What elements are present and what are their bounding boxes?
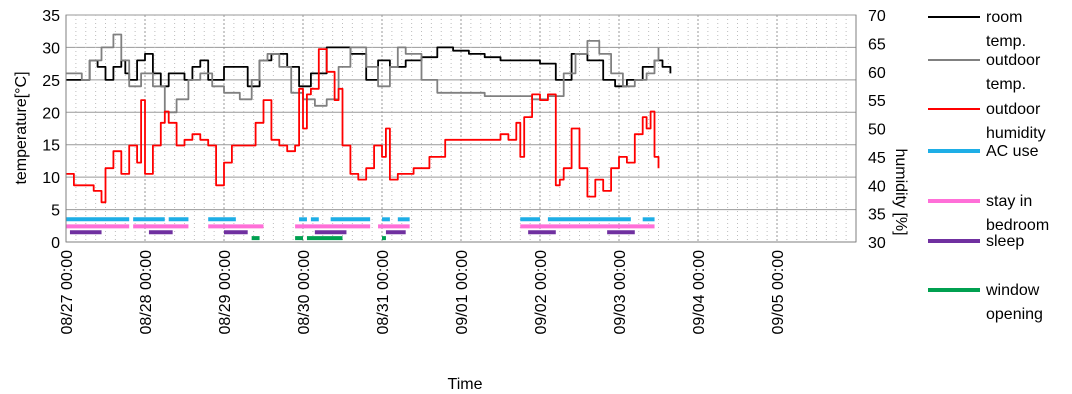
- y-tick-label-left: 0: [51, 235, 60, 252]
- y-tick-label-right: 40: [868, 178, 886, 195]
- legend-label: outdoor temp.: [986, 52, 1041, 93]
- y-tick-label-left: 30: [42, 40, 60, 57]
- legend-label-line: sleep: [986, 233, 1024, 250]
- legend-label-line: outdoor: [986, 52, 1041, 69]
- y-tick-label-left: 35: [42, 8, 60, 25]
- legend-label: outdoor humidity: [986, 101, 1046, 142]
- x-tick-label: 09/02 00:00: [533, 250, 550, 335]
- x-tick-label: 09/03 00:00: [612, 250, 629, 335]
- x-axis-title: Time: [448, 376, 483, 393]
- legend-label-line: bedroom: [986, 217, 1049, 234]
- y-tick-label-right: 30: [868, 235, 886, 252]
- legend-label: sleep: [986, 233, 1024, 250]
- x-tick-label: 08/30 00:00: [296, 250, 313, 335]
- x-tick-label: 09/04 00:00: [691, 250, 708, 335]
- x-tick-label: 08/31 00:00: [375, 250, 392, 335]
- legend-label: room temp.: [986, 9, 1026, 50]
- y-axis-title-right: humidity [%]: [892, 148, 909, 235]
- y-tick-label-right: 70: [868, 8, 886, 25]
- axes: 0 5 10 15 20 25 30 35 30 35 40 45 50 55 60 65 70 08/27 00…: [42, 8, 886, 335]
- y-tick-label-left: 15: [42, 138, 60, 155]
- x-tick-label: 08/27 00:00: [59, 250, 76, 335]
- legend-label-line: outdoor: [986, 101, 1041, 118]
- x-tick-label: 08/29 00:00: [217, 250, 234, 335]
- y-tick-label-left: 25: [42, 73, 60, 90]
- series-outdoor-humidity-line: [66, 48, 660, 204]
- legend-label-line: temp.: [986, 76, 1026, 93]
- legend-label-line: AC use: [986, 143, 1039, 160]
- y-tick-label-right: 45: [868, 150, 886, 167]
- grid: [65, 14, 857, 243]
- y-tick-label-right: 35: [868, 207, 886, 224]
- y-tick-label-left: 10: [42, 170, 60, 187]
- legend-label-line: room: [986, 9, 1022, 26]
- y-axis-title-left: temperature[°C]: [13, 71, 30, 184]
- y-tick-label-right: 55: [868, 93, 886, 110]
- x-tick-label: 08/28 00:00: [138, 250, 155, 335]
- x-tick-label: 09/05 00:00: [770, 250, 787, 335]
- y-tick-label-left: 20: [42, 105, 60, 122]
- y-tick-label-right: 65: [868, 36, 886, 53]
- x-tick-label: 09/01 00:00: [454, 250, 471, 335]
- y-tick-label-left: 5: [51, 203, 60, 220]
- y-tick-label-right: 60: [868, 65, 886, 82]
- legend-label-line: opening: [986, 306, 1043, 323]
- series-layer: [66, 33, 672, 241]
- legend-label-line: window: [985, 282, 1040, 299]
- y-tick-label-right: 50: [868, 122, 886, 139]
- legend-label-line: temp.: [986, 33, 1026, 50]
- legend-label: stay in bedroom: [986, 193, 1049, 234]
- legend-label-line: stay in: [986, 193, 1032, 210]
- legend-label: window opening: [985, 282, 1043, 323]
- legend-label: AC use: [986, 143, 1039, 160]
- legend-label-line: humidity: [986, 125, 1046, 142]
